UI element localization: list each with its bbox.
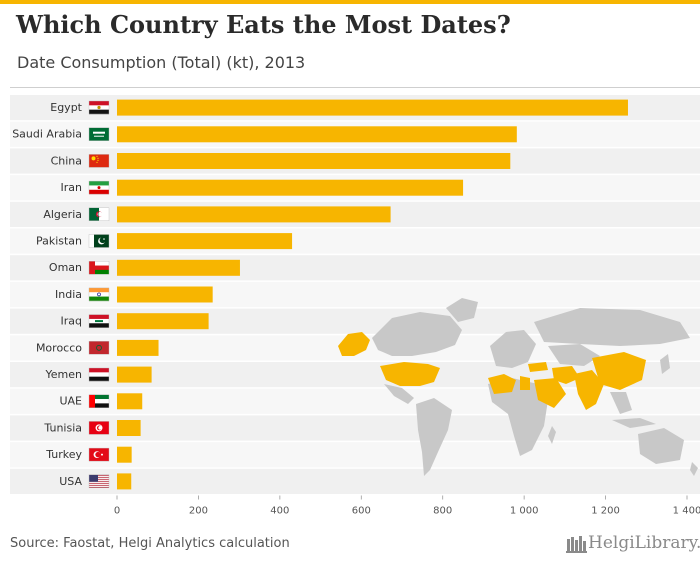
category-label-china: China [51, 154, 82, 167]
map-turkey [528, 362, 548, 372]
category-label-iran: Iran [61, 181, 83, 194]
bar-iran [117, 179, 464, 196]
map-south-america [416, 398, 452, 476]
category-label-tunisia: Tunisia [43, 421, 82, 434]
chart-title: Which Country Eats the Most Dates? [16, 10, 511, 39]
bar-morocco [117, 339, 159, 356]
flags [88, 100, 110, 488]
source-note: Source: Faostat, Helgi Analytics calcula… [10, 536, 290, 551]
category-label-oman: Oman [49, 261, 82, 274]
yemen-flag [88, 367, 110, 382]
x-tick-label: 1 000 [510, 506, 539, 517]
category-label-egypt: Egypt [50, 101, 82, 114]
usa-flag [88, 474, 110, 488]
tunisia-flag [88, 421, 110, 435]
category-label-algeria: Algeria [43, 208, 82, 221]
saudi-arabia-flag [88, 127, 110, 141]
map-egypt [520, 376, 530, 390]
bar-usa [117, 473, 132, 490]
x-tick-label: 0 [114, 506, 120, 517]
china-flag [88, 154, 110, 168]
iran-flag [88, 180, 110, 195]
category-label-india: India [55, 288, 82, 301]
bar-pakistan [117, 233, 293, 250]
map-mexico [384, 384, 414, 404]
map-japan [660, 354, 670, 374]
pakistan-flag [88, 234, 110, 248]
header-divider [10, 87, 700, 88]
helgi-library-logo: HelgiLibrary. [566, 533, 700, 553]
row-band [10, 228, 700, 254]
row-band [10, 415, 700, 441]
map-greenland [446, 298, 478, 322]
library-icon [566, 536, 587, 553]
map-russia [534, 308, 690, 346]
x-tick-label: 800 [433, 506, 452, 517]
x-tick-label: 1 400 [673, 506, 700, 517]
category-label-yemen: Yemen [45, 368, 83, 381]
map-madagascar [548, 426, 556, 444]
map-africa [488, 378, 548, 456]
category-label-pakistan: Pakistan [36, 235, 82, 248]
uae-flag [88, 394, 110, 408]
map-usa [380, 362, 440, 386]
x-tick-label: 400 [270, 506, 289, 517]
logo-text: HelgiLibrary. [588, 533, 700, 553]
map-iran [552, 366, 580, 384]
india-flag [88, 287, 110, 302]
bar-algeria [117, 206, 391, 223]
map-alaska [338, 332, 370, 356]
category-label-saudi-arabia: Saudi Arabia [12, 128, 82, 141]
row-band [10, 442, 700, 468]
x-axis: 0 200 400 600 800 1 000 1 200 1 400 [114, 495, 700, 517]
map-southeast-asia [610, 392, 632, 414]
map-arabia [534, 378, 566, 408]
bar-oman [117, 259, 240, 276]
bar-china [117, 153, 511, 169]
map-indonesia [612, 418, 656, 428]
row-band [10, 468, 700, 494]
category-label-uae: UAE [59, 395, 82, 408]
bar-turkey [117, 446, 132, 463]
bar-tunisia [117, 420, 141, 436]
accent-top-bar [0, 0, 700, 4]
iraq-flag [88, 314, 110, 328]
map-australia [638, 428, 684, 464]
bar-iraq [117, 313, 209, 330]
morocco-flag [88, 341, 110, 355]
x-tick-label: 600 [352, 506, 371, 517]
map-new-zealand [690, 462, 698, 476]
oman-flag [88, 261, 110, 275]
bar-saudi-arabia [117, 126, 517, 143]
map-morocco-algeria [488, 374, 516, 394]
world-map [338, 298, 698, 476]
category-label-usa: USA [59, 475, 82, 488]
row-band [10, 255, 700, 281]
bars [117, 99, 628, 490]
category-labels: Egypt Saudi Arabia China Iran Algeria Pakista… [12, 101, 82, 488]
x-tick-label: 200 [189, 506, 208, 517]
map-central-asia [548, 344, 600, 366]
category-label-turkey: Turkey [45, 448, 82, 461]
chart-subtitle: Date Consumption (Total) (kt), 2013 [17, 53, 306, 72]
bar-india [117, 286, 213, 303]
algeria-flag [88, 207, 110, 222]
egypt-flag [88, 100, 110, 115]
map-canada [372, 312, 462, 356]
bar-uae [117, 393, 143, 410]
row-band [10, 281, 700, 308]
category-label-morocco: Morocco [36, 341, 82, 354]
x-tick-label: 1 200 [591, 506, 620, 517]
category-label-iraq: Iraq [61, 315, 83, 328]
turkey-flag [88, 447, 110, 462]
bar-egypt [117, 99, 628, 116]
map-pakistan-india [574, 370, 604, 410]
map-china [592, 352, 646, 390]
map-europe [490, 330, 536, 368]
bar-yemen [117, 366, 152, 383]
